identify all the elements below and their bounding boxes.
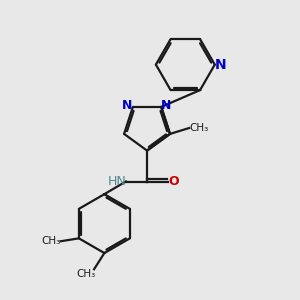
Text: O: O xyxy=(168,175,179,188)
Text: CH₃: CH₃ xyxy=(42,236,61,246)
Text: CH₃: CH₃ xyxy=(76,269,95,279)
Text: N: N xyxy=(215,58,226,72)
Text: HN: HN xyxy=(108,175,127,188)
Text: CH₃: CH₃ xyxy=(189,123,208,133)
Text: N: N xyxy=(122,99,132,112)
Text: N: N xyxy=(161,99,172,112)
